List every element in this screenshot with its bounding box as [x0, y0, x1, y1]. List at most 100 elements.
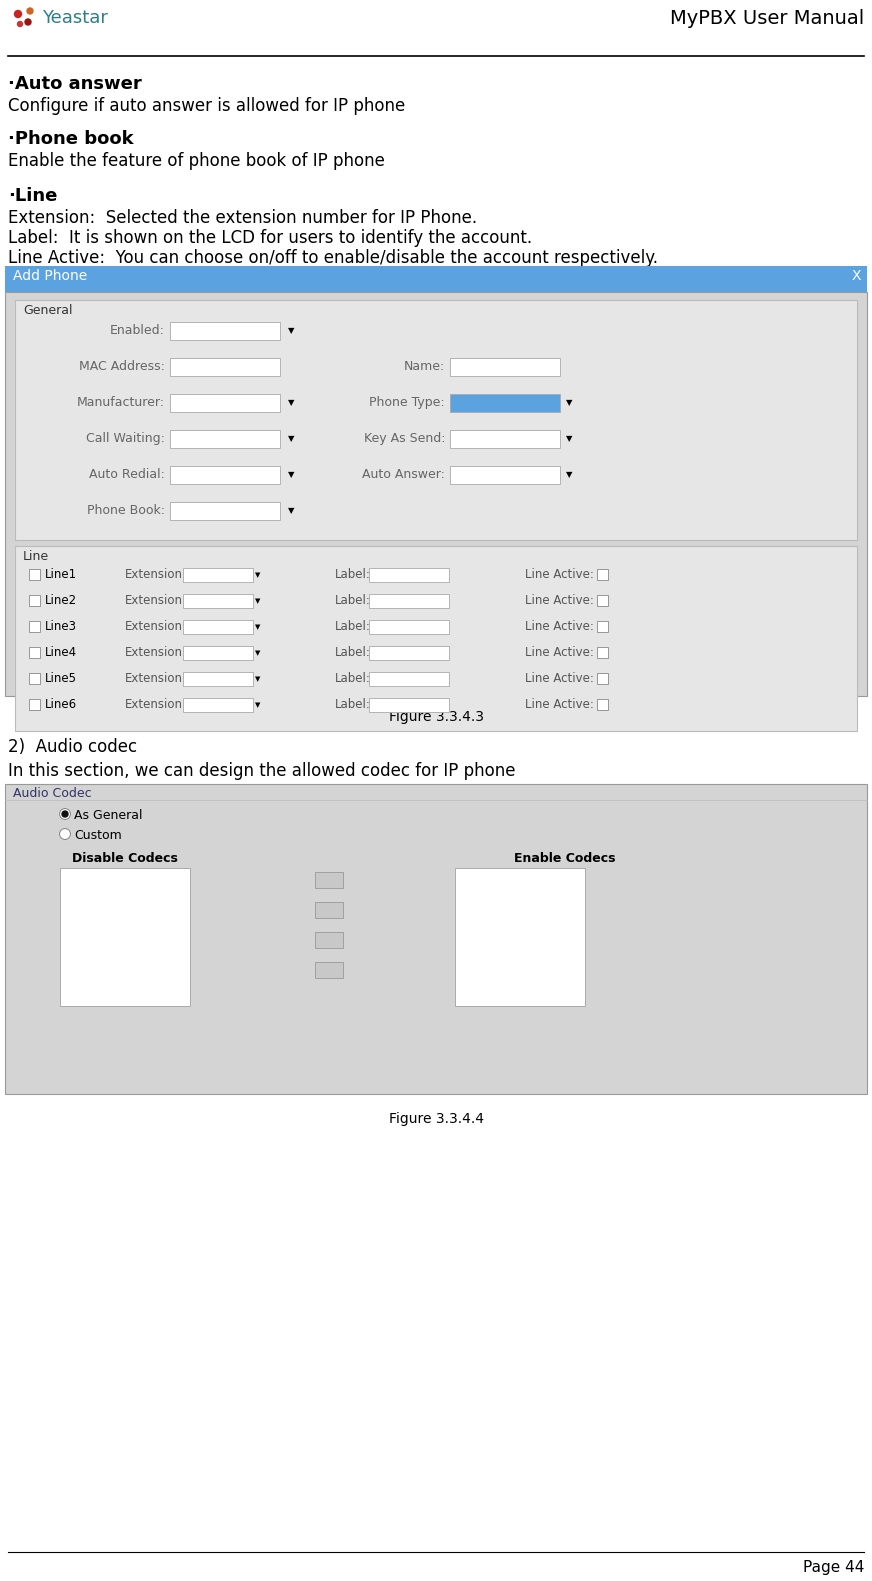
Text: Enable the feature of phone book of IP phone: Enable the feature of phone book of IP p…	[8, 152, 385, 171]
Text: Line1: Line1	[45, 568, 77, 580]
Bar	[183, 647, 253, 659]
Circle shape	[59, 828, 71, 840]
Text: ▼: ▼	[255, 624, 261, 629]
Bar	[5, 292, 867, 696]
Text: Line Active:: Line Active:	[525, 697, 594, 711]
Text: ▼: ▼	[566, 435, 573, 444]
Text: G729: G729	[459, 915, 491, 930]
Text: As General: As General	[74, 809, 142, 822]
Text: Line Active:: Line Active:	[525, 672, 594, 685]
Bar	[369, 697, 449, 711]
Text: Line5: Line5	[45, 672, 77, 685]
Text: ▼: ▼	[255, 572, 261, 579]
Text: Disable Codecs: Disable Codecs	[72, 852, 178, 865]
Text: ·Auto answer: ·Auto answer	[8, 74, 142, 93]
Text: #: #	[453, 432, 463, 444]
Bar	[29, 621, 40, 632]
Text: G726-40: G726-40	[64, 982, 115, 994]
Text: Extension:: Extension:	[125, 647, 187, 659]
Bar	[450, 430, 560, 447]
Text: ▼: ▼	[288, 398, 295, 408]
Bar	[170, 503, 280, 520]
Bar	[5, 266, 867, 292]
Text: Enable Codecs: Enable Codecs	[514, 852, 616, 865]
Text: Line Active:: Line Active:	[525, 647, 594, 659]
Text: PCMA: PCMA	[459, 873, 493, 885]
Text: Auto Redial:: Auto Redial:	[89, 468, 165, 481]
Bar	[170, 466, 280, 484]
Text: Line Active:: Line Active:	[525, 594, 594, 607]
Circle shape	[17, 22, 23, 27]
Text: Key As Send:: Key As Send:	[364, 432, 445, 444]
Bar	[29, 647, 40, 658]
Bar	[450, 394, 560, 413]
Text: In this section, we can design the allowed codec for IP phone: In this section, we can design the allow…	[8, 762, 515, 779]
Bar	[15, 300, 857, 541]
Circle shape	[27, 8, 33, 14]
Bar	[597, 674, 608, 685]
Bar	[183, 594, 253, 609]
Circle shape	[25, 19, 31, 25]
Text: G726-16: G726-16	[64, 915, 115, 930]
Bar	[15, 545, 857, 730]
Text: Line: Line	[23, 550, 49, 563]
Text: Line2: Line2	[45, 594, 77, 607]
Text: 001565: 001565	[173, 360, 217, 373]
Bar	[170, 323, 280, 340]
Bar	[315, 903, 343, 919]
Text: ▼: ▼	[255, 677, 261, 681]
Text: General: General	[23, 304, 72, 318]
Text: Label:: Label:	[335, 647, 371, 659]
Bar	[455, 868, 585, 1006]
Text: Configure if auto answer is allowed for IP phone: Configure if auto answer is allowed for …	[8, 96, 405, 115]
Bar	[183, 620, 253, 634]
Text: ▼: ▼	[288, 435, 295, 444]
Bar	[60, 868, 190, 1006]
Text: G722: G722	[459, 938, 491, 952]
Text: ▼: ▼	[255, 598, 261, 604]
Text: G723_63: G723_63	[64, 893, 116, 907]
Bar	[597, 594, 608, 606]
Text: Audio Codec: Audio Codec	[13, 787, 92, 800]
Text: Label:: Label:	[335, 697, 371, 711]
Text: Label:: Label:	[335, 594, 371, 607]
Text: →: →	[324, 904, 334, 915]
Bar	[450, 466, 560, 484]
Text: ←: ←	[324, 934, 334, 945]
Circle shape	[15, 11, 22, 17]
Bar	[369, 620, 449, 634]
Text: Extension:: Extension:	[125, 697, 187, 711]
Text: Enabled: Enabled	[173, 504, 221, 517]
Bar	[369, 672, 449, 686]
Text: ▼: ▼	[288, 471, 295, 479]
Bar	[315, 961, 343, 979]
Text: ▼: ▼	[566, 398, 573, 408]
Bar	[183, 672, 253, 686]
Text: Custom: Custom	[74, 828, 122, 843]
Text: Extension:: Extension:	[125, 672, 187, 685]
Text: Name:: Name:	[404, 360, 445, 373]
Bar	[369, 647, 449, 659]
Text: Line4: Line4	[45, 647, 77, 659]
Bar	[5, 784, 867, 1094]
Text: ·Line: ·Line	[8, 187, 58, 206]
Text: Enabled:: Enabled:	[110, 324, 165, 337]
Text: Call Waiting:: Call Waiting:	[86, 432, 165, 444]
Text: 2)  Audio codec: 2) Audio codec	[8, 738, 137, 756]
Text: G726-32: G726-32	[64, 960, 115, 972]
Text: MyPBX User Manual: MyPBX User Manual	[670, 9, 864, 28]
Bar	[29, 674, 40, 685]
Bar	[369, 568, 449, 582]
Text: ▼: ▼	[255, 650, 261, 656]
Text: Label:: Label:	[335, 568, 371, 580]
Text: Disabled: Disabled	[453, 468, 505, 481]
Text: MAC Address:: MAC Address:	[79, 360, 165, 373]
Text: Extension:: Extension:	[125, 568, 187, 580]
Bar	[597, 699, 608, 710]
Bar	[315, 933, 343, 949]
Bar	[450, 357, 560, 376]
Text: G726-24: G726-24	[64, 938, 115, 952]
Text: Disabled: Disabled	[173, 468, 224, 481]
Text: Label:: Label:	[335, 620, 371, 632]
Text: >>: >>	[320, 874, 338, 885]
